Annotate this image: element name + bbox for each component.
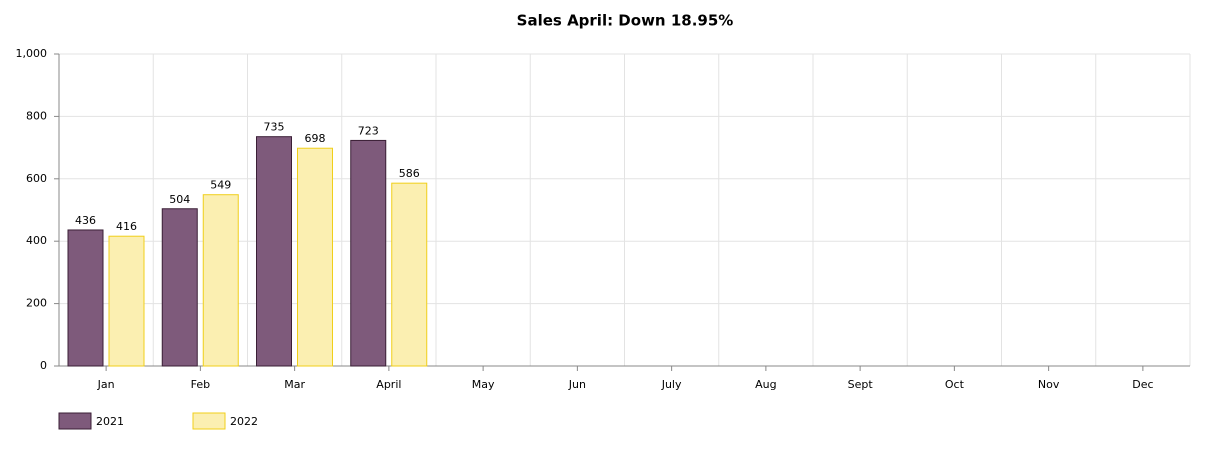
y-tick-label: 600 <box>26 172 47 185</box>
x-tick-label: Jan <box>97 378 115 391</box>
y-tick-label: 1,000 <box>16 47 48 60</box>
x-tick-label: April <box>376 378 401 391</box>
data-label: 436 <box>75 214 96 227</box>
x-tick-label: Nov <box>1038 378 1060 391</box>
x-tick-label: Aug <box>755 378 776 391</box>
x-tick-label: Feb <box>191 378 210 391</box>
y-tick-label: 800 <box>26 109 47 122</box>
data-label: 723 <box>358 124 379 137</box>
bar <box>108 235 145 367</box>
y-tick-label: 200 <box>26 297 47 310</box>
legend-swatch <box>192 412 226 430</box>
bar <box>391 182 428 367</box>
data-label: 735 <box>264 121 285 134</box>
bar <box>297 147 333 367</box>
x-tick-label: Dec <box>1132 378 1153 391</box>
data-label: 416 <box>116 220 137 233</box>
bar <box>67 229 104 367</box>
x-tick-label: Oct <box>945 378 965 391</box>
legend-swatch <box>58 412 92 430</box>
y-tick-label: 0 <box>40 359 47 372</box>
x-tick-label: July <box>661 378 682 391</box>
y-tick-label: 400 <box>26 234 47 247</box>
x-tick-label: Sept <box>848 378 874 391</box>
data-label: 504 <box>169 193 190 206</box>
chart-title: Sales April: Down 18.95% <box>517 12 734 30</box>
bar <box>202 194 239 367</box>
bar <box>161 208 198 367</box>
legend-label: 2022 <box>230 415 258 428</box>
data-label: 586 <box>399 167 420 180</box>
x-tick-label: May <box>472 378 495 391</box>
x-tick-label: Mar <box>284 378 305 391</box>
bar <box>350 139 387 367</box>
bar <box>256 136 292 367</box>
legend-label: 2021 <box>96 415 124 428</box>
data-label: 698 <box>305 132 326 145</box>
data-label: 549 <box>210 179 231 192</box>
x-tick-label: Jun <box>568 378 586 391</box>
